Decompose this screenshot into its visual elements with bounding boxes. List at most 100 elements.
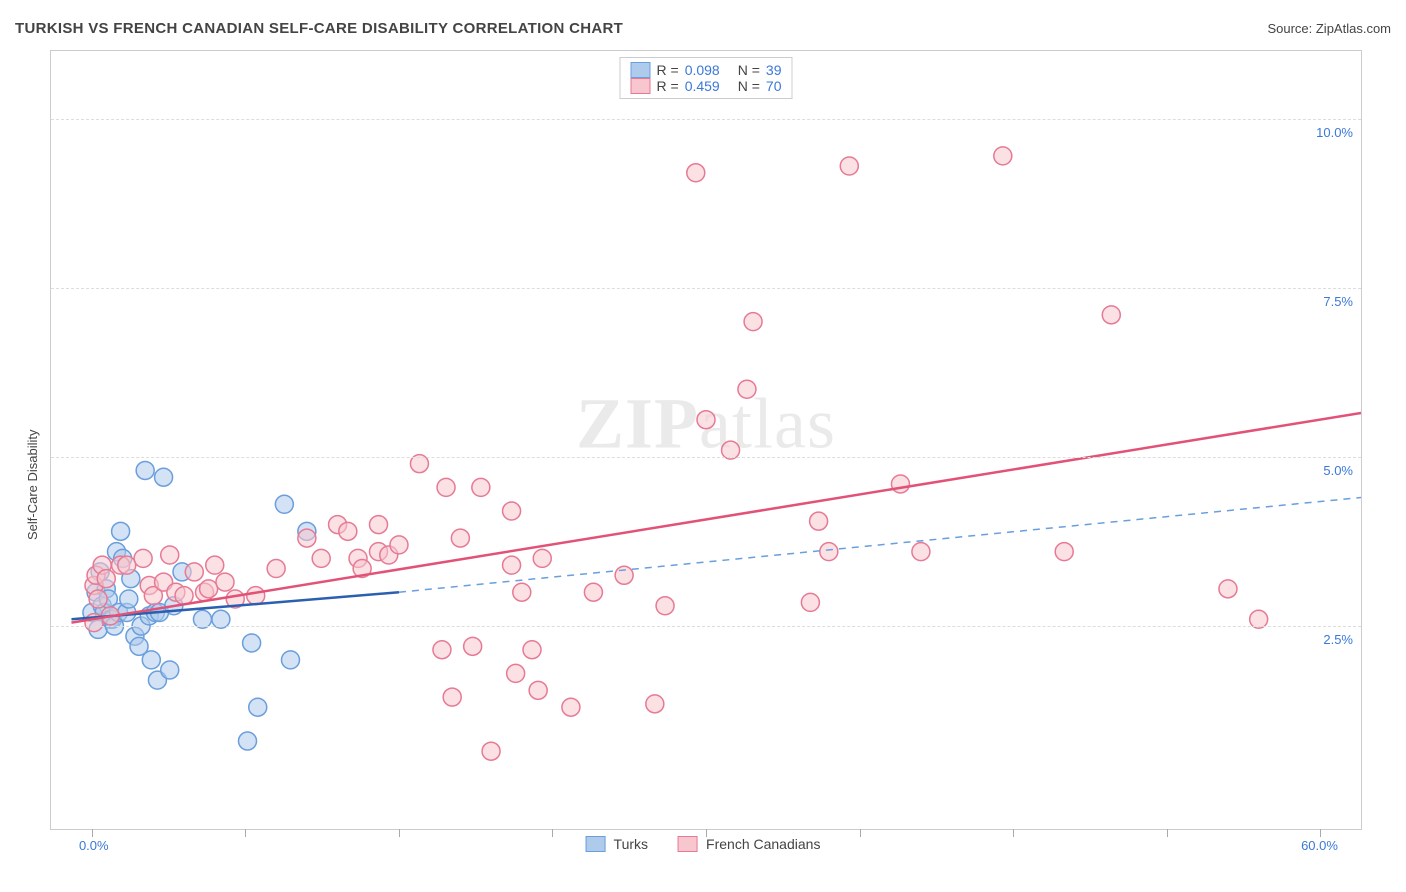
- legend-swatch: [631, 78, 651, 94]
- data-point: [437, 478, 455, 496]
- data-point: [656, 597, 674, 615]
- data-point: [175, 587, 193, 605]
- data-point: [275, 495, 293, 513]
- data-point: [523, 641, 541, 659]
- data-point: [206, 556, 224, 574]
- data-point: [513, 583, 531, 601]
- legend-series: Turks French Canadians: [586, 836, 821, 852]
- data-point: [312, 549, 330, 567]
- data-point: [584, 583, 602, 601]
- data-point: [820, 543, 838, 561]
- data-point: [249, 698, 267, 716]
- data-point: [134, 549, 152, 567]
- data-point: [744, 313, 762, 331]
- data-point: [994, 147, 1012, 165]
- data-point: [298, 529, 316, 547]
- plot-area: ZIPatlas R =0.098N =39R =0.459N =70 2.5%…: [50, 50, 1362, 830]
- legend-r-label: R =: [657, 78, 679, 94]
- data-point: [1102, 306, 1120, 324]
- data-point: [697, 411, 715, 429]
- data-point: [247, 587, 265, 605]
- data-point: [239, 732, 257, 750]
- gridline: [51, 626, 1361, 627]
- y-tick-label: 10.0%: [1316, 125, 1353, 140]
- legend-r-label: R =: [657, 62, 679, 78]
- data-point: [503, 502, 521, 520]
- y-axis-label: Self-Care Disability: [25, 429, 40, 540]
- gridline: [51, 119, 1361, 120]
- data-point: [529, 681, 547, 699]
- legend-n-value: 70: [766, 78, 782, 94]
- legend-n-label: N =: [738, 62, 760, 78]
- gridline: [51, 288, 1361, 289]
- data-point: [840, 157, 858, 175]
- legend-correlation: R = 0.098 N = 39 R = 0.459 N = 70: [620, 57, 793, 99]
- legend-label: French Canadians: [706, 836, 820, 852]
- legend-row: R = 0.459 N = 70: [631, 78, 782, 94]
- x-tick: [552, 829, 553, 837]
- legend-r-value: 0.459: [685, 78, 720, 94]
- legend-label: Turks: [614, 836, 648, 852]
- legend-row: R = 0.098 N = 39: [631, 62, 782, 78]
- data-point: [136, 461, 154, 479]
- data-point: [738, 380, 756, 398]
- data-point: [482, 742, 500, 760]
- x-tick: [1320, 829, 1321, 837]
- y-tick-label: 5.0%: [1323, 463, 1353, 478]
- data-point: [118, 556, 136, 574]
- data-point: [370, 516, 388, 534]
- legend-swatch: [631, 62, 651, 78]
- x-end-label: 60.0%: [1301, 838, 1338, 853]
- data-point: [339, 522, 357, 540]
- data-point: [120, 590, 138, 608]
- data-point: [615, 566, 633, 584]
- gridline: [51, 457, 1361, 458]
- legend-r-value: 0.098: [685, 62, 720, 78]
- legend-n-value: 39: [766, 62, 782, 78]
- data-point: [161, 661, 179, 679]
- x-tick: [399, 829, 400, 837]
- data-point: [687, 164, 705, 182]
- legend-swatch: [586, 836, 606, 852]
- legend-swatch: [678, 836, 698, 852]
- legend-n-label: N =: [738, 78, 760, 94]
- data-point: [185, 563, 203, 581]
- data-point: [533, 549, 551, 567]
- x-tick: [1013, 829, 1014, 837]
- data-point: [562, 698, 580, 716]
- legend-item: Turks: [586, 836, 648, 852]
- data-point: [472, 478, 490, 496]
- data-point: [161, 546, 179, 564]
- scatter-svg: [51, 51, 1361, 829]
- x-tick: [860, 829, 861, 837]
- data-point: [142, 651, 160, 669]
- data-point: [390, 536, 408, 554]
- data-point: [1219, 580, 1237, 598]
- data-point: [112, 522, 130, 540]
- data-point: [97, 570, 115, 588]
- x-start-label: 0.0%: [79, 838, 109, 853]
- y-tick-label: 7.5%: [1323, 294, 1353, 309]
- data-point: [503, 556, 521, 574]
- x-tick: [245, 829, 246, 837]
- data-point: [433, 641, 451, 659]
- data-point: [443, 688, 461, 706]
- data-point: [801, 593, 819, 611]
- source-label: Source: ZipAtlas.com: [1267, 21, 1391, 36]
- data-point: [281, 651, 299, 669]
- x-tick: [92, 829, 93, 837]
- chart-title: TURKISH VS FRENCH CANADIAN SELF-CARE DIS…: [15, 20, 623, 37]
- data-point: [891, 475, 909, 493]
- data-point: [1055, 543, 1073, 561]
- data-point: [89, 590, 107, 608]
- y-tick-label: 2.5%: [1323, 632, 1353, 647]
- data-point: [243, 634, 261, 652]
- trendline: [71, 413, 1361, 623]
- data-point: [464, 637, 482, 655]
- data-point: [507, 664, 525, 682]
- data-point: [810, 512, 828, 530]
- data-point: [155, 468, 173, 486]
- legend-item: French Canadians: [678, 836, 820, 852]
- data-point: [216, 573, 234, 591]
- data-point: [912, 543, 930, 561]
